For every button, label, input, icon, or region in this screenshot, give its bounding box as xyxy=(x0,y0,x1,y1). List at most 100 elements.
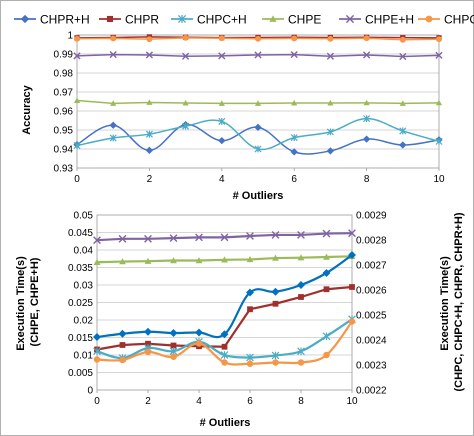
execution-time-left-y-axis-title: Execution Time(s) (CHPE, CHPE+H) xyxy=(15,253,41,351)
point-chpr-hh-10 xyxy=(348,251,356,259)
left-y-title-line-1: Execution Time(s) xyxy=(15,256,27,351)
legend-item-chpr: CHPR xyxy=(99,13,159,27)
point-chpe-9 xyxy=(323,253,330,260)
point-chpe-hh-1 xyxy=(118,234,127,243)
point-chpc-10 xyxy=(348,318,356,325)
point-chpr-hh-6 xyxy=(246,288,254,297)
point-chpe-hh-7 xyxy=(326,52,334,60)
point-chpr-5 xyxy=(221,343,228,350)
point-chpr-hh-9 xyxy=(322,269,331,277)
y-tick-label: 0.02 xyxy=(74,316,94,327)
point-chpe-6 xyxy=(291,99,298,106)
point-chpc-hh-7 xyxy=(271,351,280,360)
point-chpe-hh-5 xyxy=(254,51,262,59)
point-chpr-2 xyxy=(145,340,151,347)
point-chpc-hh-7 xyxy=(326,128,334,136)
y-tick-label: 1 xyxy=(67,31,73,42)
point-chpc-hh-6 xyxy=(290,134,298,142)
y2-tick-label: 0.0022 xyxy=(356,386,387,397)
point-chpe-hh-3 xyxy=(182,52,190,60)
point-chpc-hh-10 xyxy=(435,137,443,145)
point-chpr-3 xyxy=(170,342,177,349)
x-tick-label: 4 xyxy=(196,396,202,407)
point-chpe-5 xyxy=(254,100,262,106)
point-chpc-4 xyxy=(218,35,225,42)
accuracy-y-ticks: 0.93 0.94 0.95 0.96 0.97 0.98 0.99 1 xyxy=(54,31,74,175)
y2-tick-label: 0.0029 xyxy=(356,211,387,222)
point-chpr-hh-2 xyxy=(145,146,154,154)
point-chpe-8 xyxy=(297,254,305,261)
point-chpe-3 xyxy=(170,257,177,264)
point-chpe-7 xyxy=(272,254,279,261)
point-chpe-0 xyxy=(73,97,81,104)
legend-marker-chpc xyxy=(425,15,433,23)
point-chpr-hh-1 xyxy=(118,329,127,338)
point-chpc-4 xyxy=(195,340,203,347)
series-chpe-hh xyxy=(73,50,443,61)
series-chpc-hh xyxy=(93,315,356,362)
y2-tick-label: 0.0023 xyxy=(356,361,387,372)
point-chpc-3 xyxy=(182,34,189,41)
legend-label-chpc: CHPC xyxy=(444,13,474,27)
point-chpc-1 xyxy=(119,356,126,364)
point-chpe-1 xyxy=(119,258,126,265)
y-tick-label: 0.96 xyxy=(54,107,74,118)
x-tick-label: 8 xyxy=(364,174,370,185)
point-chpc-hh-0 xyxy=(93,347,101,356)
left-y-title-line-2: (CHPE, CHPE+H) xyxy=(29,257,41,346)
point-chpc-hh-9 xyxy=(322,332,331,341)
legend-marker-chpr xyxy=(106,15,114,23)
point-chpr-hh-6 xyxy=(290,148,298,156)
execution-time-x-ticks: 0 2 4 6 8 10 xyxy=(94,390,358,407)
point-chpe-9 xyxy=(399,100,406,106)
point-chpe-4 xyxy=(195,257,203,264)
point-chpe-3 xyxy=(182,99,189,106)
y-tick-label: 0.05 xyxy=(74,211,94,222)
point-chpr-hh-5 xyxy=(254,123,262,132)
series-chpe xyxy=(73,97,443,106)
point-chpc-2 xyxy=(144,348,152,356)
execution-time-right-y-axis-title: Execution Time(s) (CHPC, CHPC+H, CHPR, C… xyxy=(439,212,465,391)
point-chpe-hh-2 xyxy=(144,234,152,243)
point-chpe-hh-1 xyxy=(109,50,117,59)
legend-item-chpc: CHPC xyxy=(418,13,474,27)
point-chpc-hh-8 xyxy=(363,115,371,123)
execution-time-gridlines xyxy=(97,232,352,373)
x-tick-label: 10 xyxy=(346,396,358,407)
point-chpr-hh-4 xyxy=(218,136,226,145)
point-chpe-hh-0 xyxy=(93,236,101,245)
point-chpc-hh-9 xyxy=(399,127,407,135)
y-tick-label: 0.93 xyxy=(54,164,74,175)
point-chpc-2 xyxy=(146,36,153,43)
point-chpr-1 xyxy=(119,342,126,348)
point-chpe-hh-8 xyxy=(363,51,371,59)
point-chpe-hh-10 xyxy=(348,229,356,238)
point-chpc-7 xyxy=(327,35,334,42)
point-chpe-hh-6 xyxy=(246,232,254,240)
point-chpe-4 xyxy=(218,100,225,106)
legend-label-chpe-hh: CHPE+H xyxy=(365,13,414,27)
x-tick-label: 2 xyxy=(147,174,153,185)
point-chpe-hh-3 xyxy=(169,234,178,242)
point-chpc-8 xyxy=(363,35,370,42)
series-chpr-hh xyxy=(93,251,356,341)
point-chpe-hh-10 xyxy=(435,51,443,59)
point-chpr-hh-5 xyxy=(220,330,229,339)
point-chpc-0 xyxy=(93,356,101,363)
point-chpr-hh-8 xyxy=(297,281,305,289)
y-tick-label: 0.025 xyxy=(68,298,93,309)
y2-tick-label: 0.0028 xyxy=(356,236,387,247)
point-chpc-0 xyxy=(74,35,80,42)
x-tick-label: 6 xyxy=(247,396,253,407)
series-chpr xyxy=(94,284,355,353)
point-chpc-5 xyxy=(255,35,261,42)
point-chpe-hh-2 xyxy=(145,51,153,59)
point-chpr-9 xyxy=(323,286,330,293)
y2-tick-label: 0.0027 xyxy=(356,261,387,272)
x-tick-label: 2 xyxy=(145,396,151,407)
right-y-title-line-1: Execution Time(s) xyxy=(439,256,451,351)
y-tick-label: 0 xyxy=(87,386,93,397)
legend: CHPR+H CHPR CHPC+H CHPE CHPE+H CHPC xyxy=(14,13,474,27)
